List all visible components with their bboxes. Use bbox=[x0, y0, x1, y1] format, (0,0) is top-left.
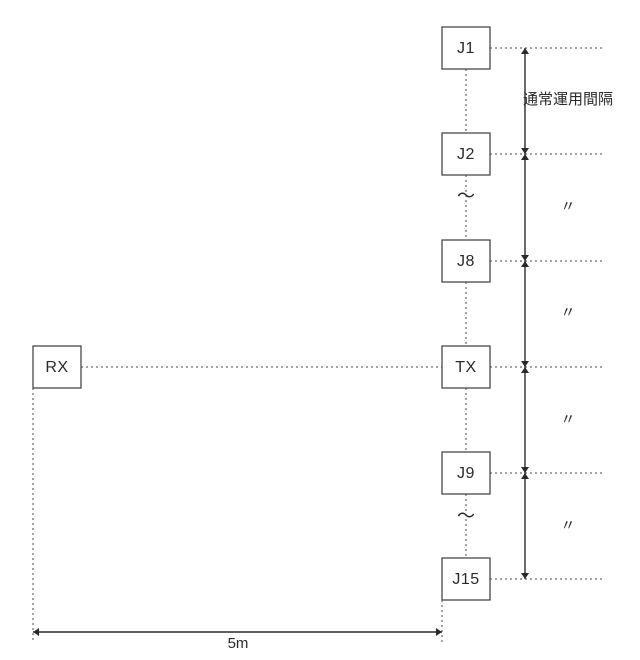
annotation-ditto2: 〃 bbox=[560, 304, 575, 321]
annotation-ditto1: 〃 bbox=[560, 198, 575, 215]
node-j15: J15 bbox=[442, 558, 490, 600]
node-label-j15: J15 bbox=[452, 571, 479, 588]
annotation-main: 通常運用間隔 bbox=[523, 91, 613, 108]
node-label-j2: J2 bbox=[457, 146, 475, 163]
node-rx: RX bbox=[33, 346, 81, 388]
annotation-ditto4: 〃 bbox=[560, 517, 575, 534]
node-label-tx: TX bbox=[455, 359, 476, 376]
node-j8: J8 bbox=[442, 240, 490, 282]
ellipsis-t1: ～ bbox=[457, 186, 475, 206]
node-j2: J2 bbox=[442, 133, 490, 175]
node-label-j1: J1 bbox=[457, 40, 475, 57]
node-label-j9: J9 bbox=[457, 465, 475, 482]
node-j1: J1 bbox=[442, 27, 490, 69]
node-label-rx: RX bbox=[45, 359, 68, 376]
node-label-j8: J8 bbox=[457, 253, 475, 270]
node-tx: TX bbox=[442, 346, 490, 388]
annotation-ditto3: 〃 bbox=[560, 411, 575, 428]
bottom-dim-label: 5m bbox=[228, 635, 249, 652]
ellipsis-t2: ～ bbox=[457, 506, 475, 526]
node-j9: J9 bbox=[442, 452, 490, 494]
